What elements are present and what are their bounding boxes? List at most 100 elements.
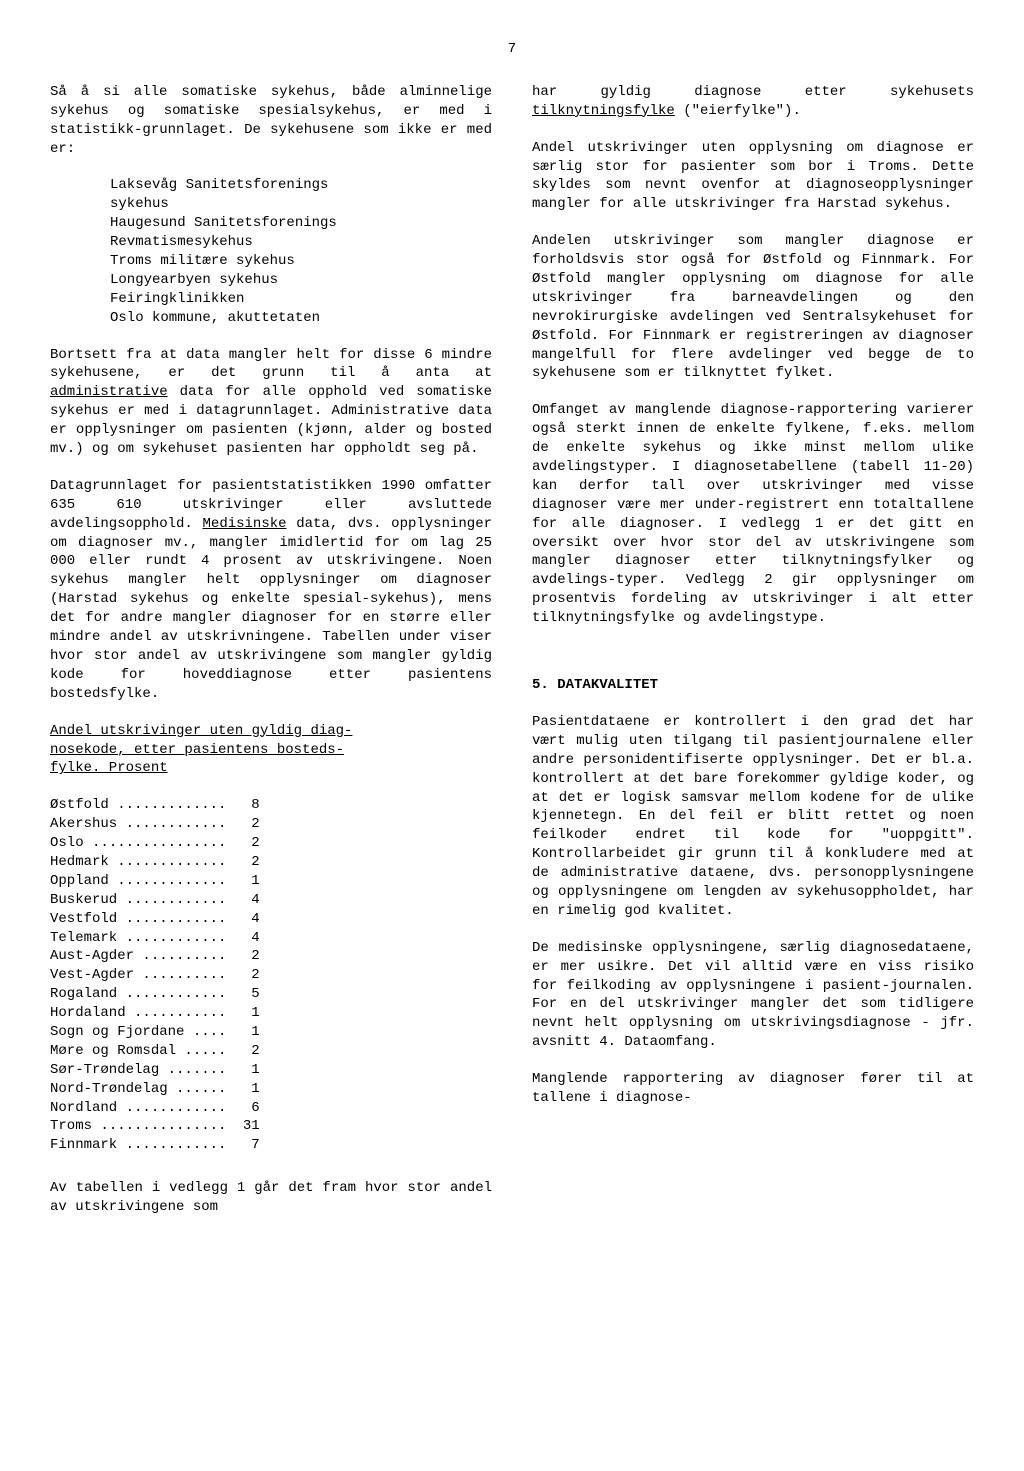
text-run: Bortsett fra at data mangler helt for di… <box>50 347 492 382</box>
right-para-6: De medisinske opplysningene, særlig diag… <box>532 939 974 1052</box>
dot-leader: ............... <box>100 1117 226 1136</box>
left-para-4: Av tabellen i vedlegg 1 går det fram hvo… <box>50 1179 492 1217</box>
county-label: Telemark <box>50 929 126 948</box>
hospital-line: sykehus <box>110 195 492 214</box>
dot-leader: .......... <box>142 947 226 966</box>
county-label: Vest-Agder <box>50 966 142 985</box>
county-value: 31 <box>226 1117 259 1136</box>
county-label: Finnmark <box>50 1136 126 1155</box>
text-run: har gyldig diagnose etter sykehusets <box>532 84 974 100</box>
table-row: Akershus ............ 2 <box>50 815 492 834</box>
county-value: 1 <box>226 1023 259 1042</box>
county-value: 2 <box>226 834 259 853</box>
right-para-2: Andel utskrivinger uten opplysning om di… <box>532 139 974 215</box>
dot-leader: ................ <box>92 834 226 853</box>
table-title-line: nosekode, etter pasientens bosteds- <box>50 742 344 758</box>
table-row: Aust-Agder .......... 2 <box>50 947 492 966</box>
dot-leader: .......... <box>142 966 226 985</box>
hospital-line: Laksevåg Sanitetsforenings <box>110 176 492 195</box>
hospital-line: Oslo kommune, akuttetaten <box>110 309 492 328</box>
table-row: Oslo ................ 2 <box>50 834 492 853</box>
county-value: 2 <box>226 966 259 985</box>
spacer <box>532 646 974 676</box>
table-row: Telemark ............ 4 <box>50 929 492 948</box>
table-row: Troms ............... 31 <box>50 1117 492 1136</box>
table-title: Andel utskrivinger uten gyldig diag- nos… <box>50 722 492 779</box>
table-row: Vest-Agder .......... 2 <box>50 966 492 985</box>
dot-leader: ............ <box>126 985 227 1004</box>
county-value: 4 <box>226 910 259 929</box>
section-number: 5. <box>532 677 549 693</box>
table-row: Oppland ............. 1 <box>50 872 492 891</box>
dot-leader: ............ <box>126 929 227 948</box>
table-row: Finnmark ............ 7 <box>50 1136 492 1155</box>
text-run: ("eierfylke"). <box>675 103 801 119</box>
county-label: Sogn og Fjordane <box>50 1023 193 1042</box>
table-row: Sør-Trøndelag ....... 1 <box>50 1061 492 1080</box>
county-label: Møre og Romsdal <box>50 1042 184 1061</box>
left-column: Så å si alle somatiske sykehus, både alm… <box>50 83 492 1235</box>
dot-leader: ............ <box>126 1099 227 1118</box>
county-value: 5 <box>226 985 259 1004</box>
section-heading: 5. DATAKVALITET <box>532 676 974 695</box>
county-label: Sør-Trøndelag <box>50 1061 168 1080</box>
underlined-text: Medisinske <box>203 516 287 532</box>
county-value: 1 <box>226 1004 259 1023</box>
county-label: Buskerud <box>50 891 126 910</box>
county-value: 1 <box>226 872 259 891</box>
table-title-line: Andel utskrivinger uten gyldig diag- <box>50 723 352 739</box>
county-value: 2 <box>226 815 259 834</box>
right-para-7: Manglende rapportering av diagnoser føre… <box>532 1070 974 1108</box>
county-value: 8 <box>226 796 259 815</box>
section-title: DATAKVALITET <box>557 677 658 693</box>
table-row: Nord-Trøndelag ...... 1 <box>50 1080 492 1099</box>
table-row: Sogn og Fjordane .... 1 <box>50 1023 492 1042</box>
county-value: 2 <box>226 853 259 872</box>
county-table: Østfold ............. 8Akershus ........… <box>50 796 492 1155</box>
two-column-layout: Så å si alle somatiske sykehus, både alm… <box>50 83 974 1235</box>
dot-leader: .... <box>193 1023 227 1042</box>
underlined-text: administrative <box>50 384 168 400</box>
table-title-line: fylke. Prosent <box>50 760 168 776</box>
county-label: Troms <box>50 1117 100 1136</box>
text-run: data, dvs. opplysninger om diagnoser mv.… <box>50 516 492 702</box>
dot-leader: ............. <box>117 796 226 815</box>
county-value: 6 <box>226 1099 259 1118</box>
table-row: Nordland ............ 6 <box>50 1099 492 1118</box>
dot-leader: ............. <box>117 872 226 891</box>
county-label: Oppland <box>50 872 117 891</box>
table-row: Rogaland ............ 5 <box>50 985 492 1004</box>
table-row: Møre og Romsdal ..... 2 <box>50 1042 492 1061</box>
dot-leader: ............ <box>126 1136 227 1155</box>
right-para-3: Andelen utskrivinger som mangler diagnos… <box>532 232 974 383</box>
county-label: Østfold <box>50 796 117 815</box>
dot-leader: ............ <box>126 910 227 929</box>
county-value: 4 <box>226 891 259 910</box>
county-value: 1 <box>226 1080 259 1099</box>
county-label: Nord-Trøndelag <box>50 1080 176 1099</box>
county-value: 1 <box>226 1061 259 1080</box>
dot-leader: ............ <box>126 815 227 834</box>
dot-leader: ........... <box>134 1004 226 1023</box>
county-value: 7 <box>226 1136 259 1155</box>
county-value: 2 <box>226 1042 259 1061</box>
right-para-1: har gyldig diagnose etter sykehusets til… <box>532 83 974 121</box>
dot-leader: ....... <box>168 1061 227 1080</box>
county-label: Oslo <box>50 834 92 853</box>
county-label: Hordaland <box>50 1004 134 1023</box>
county-label: Nordland <box>50 1099 126 1118</box>
hospital-line: Troms militære sykehus <box>110 252 492 271</box>
left-para-2: Bortsett fra at data mangler helt for di… <box>50 346 492 459</box>
hospital-line: Revmatismesykehus <box>110 233 492 252</box>
right-column: har gyldig diagnose etter sykehusets til… <box>532 83 974 1235</box>
table-row: Buskerud ............ 4 <box>50 891 492 910</box>
hospital-line: Haugesund Sanitetsforenings <box>110 214 492 233</box>
left-para-3: Datagrunnlaget for pasientstatistikken 1… <box>50 477 492 704</box>
table-row: Hedmark ............. 2 <box>50 853 492 872</box>
county-label: Vestfold <box>50 910 126 929</box>
table-row: Østfold ............. 8 <box>50 796 492 815</box>
left-para-1: Så å si alle somatiske sykehus, både alm… <box>50 83 492 159</box>
dot-leader: ..... <box>184 1042 226 1061</box>
county-label: Akershus <box>50 815 126 834</box>
table-row: Vestfold ............ 4 <box>50 910 492 929</box>
